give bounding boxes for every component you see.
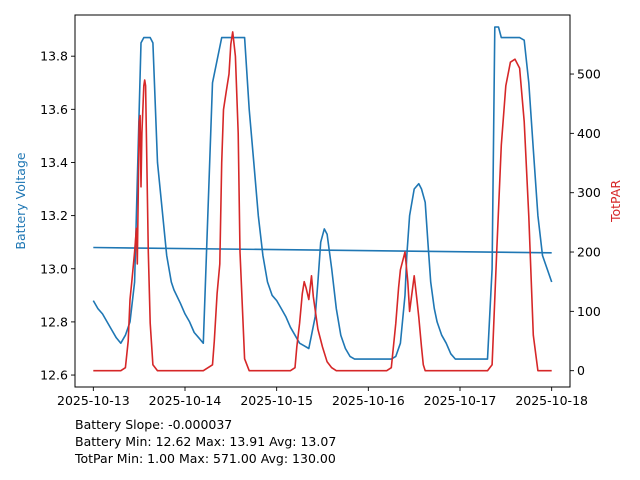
- battery-voltage-line: [92, 26, 553, 360]
- y-right-tick-label: 100: [577, 304, 601, 319]
- y-right-tick-label: 300: [577, 185, 601, 200]
- y-left-tick-label: 13.4: [40, 155, 68, 170]
- y-left-tick-label: 12.8: [40, 314, 68, 329]
- plot-frame: [74, 14, 571, 388]
- y-left-tick-label: 13.8: [40, 49, 68, 64]
- battery-trend-line: [93, 246, 552, 254]
- x-tick-label: 2025-10-18: [515, 393, 588, 408]
- y-right-tick-label: 500: [577, 67, 601, 82]
- x-tick-label: 2025-10-15: [240, 393, 313, 408]
- y-left-tick-label: 13.2: [40, 208, 68, 223]
- y-right-tick-label: 0: [577, 363, 585, 378]
- x-tick-label: 2025-10-14: [149, 393, 222, 408]
- y-left-tick-label: 13.0: [40, 261, 68, 276]
- y-right-tick-label: 200: [577, 245, 601, 260]
- x-tick-label: 2025-10-13: [57, 393, 130, 408]
- x-tick-label: 2025-10-16: [332, 393, 405, 408]
- y-axis-left-label: Battery Voltage: [13, 152, 28, 249]
- battery-stats-text: Battery Min: 12.62 Max: 13.91 Avg: 13.07: [75, 434, 337, 449]
- y-left-tick-label: 12.6: [40, 368, 68, 383]
- y-right-tick-label: 400: [577, 126, 601, 141]
- stats-panel: Battery Slope: -0.000037 Battery Min: 12…: [75, 416, 336, 467]
- totpar-stats-text: TotPar Min: 1.00 Max: 571.00 Avg: 130.00: [75, 451, 336, 466]
- y-left-tick-label: 13.6: [40, 102, 68, 117]
- battery-slope-text: Battery Slope: -0.000037: [75, 417, 233, 432]
- x-tick-label: 2025-10-17: [424, 393, 497, 408]
- totpar-line: [93, 31, 552, 372]
- y-axis-right-label: TotPAR: [608, 180, 623, 223]
